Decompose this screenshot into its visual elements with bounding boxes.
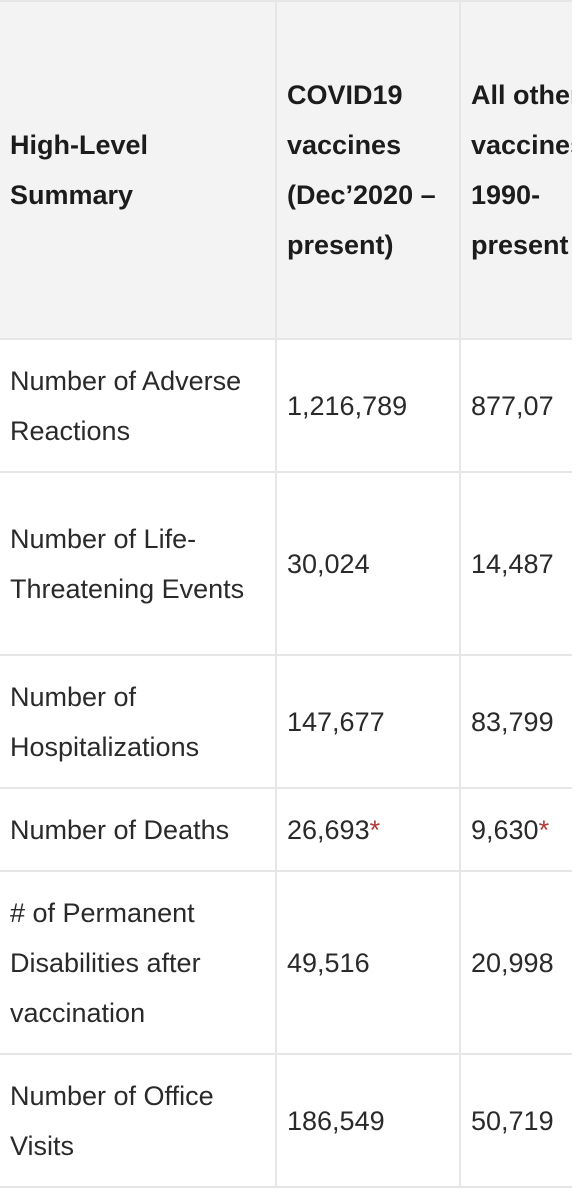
covid-value: 49,516 — [275, 870, 461, 1055]
other-value: 9,630* — [459, 787, 572, 872]
covid-value: 26,693* — [275, 787, 461, 872]
header-summary: High-Level Summary — [0, 0, 277, 340]
table-row: Number of Hospitalizations 147,677 83,79… — [0, 654, 572, 789]
covid-value: 1,216,789 — [275, 338, 461, 473]
footnote-asterisk: * — [369, 814, 381, 845]
covid-value: 30,024 — [275, 471, 461, 656]
row-label: Number of Adverse Reactions — [0, 338, 277, 473]
other-value: 877,07 — [459, 338, 572, 473]
table-row: Number of Office Visits 186,549 50,719 — [0, 1053, 572, 1188]
table-row: Number of Life-Threatening Events 30,024… — [0, 471, 572, 656]
row-label: # of Permanent Disabilities after vaccin… — [0, 870, 277, 1055]
header-other-vaccines: All other vaccines 1990-present — [459, 0, 572, 340]
covid-value: 186,549 — [275, 1053, 461, 1188]
other-value: 83,799 — [459, 654, 572, 789]
row-label: Number of Life-Threatening Events — [0, 471, 277, 656]
row-label: Number of Deaths — [0, 787, 277, 872]
row-label: Number of Office Visits — [0, 1053, 277, 1188]
other-value: 20,998 — [459, 870, 572, 1055]
row-label: Number of Hospitalizations — [0, 654, 277, 789]
footnote-asterisk: * — [538, 814, 550, 845]
header-covid-vaccines: COVID19 vaccines (Dec’2020 – present) — [275, 0, 461, 340]
other-value: 14,487 — [459, 471, 572, 656]
covid-value: 147,677 — [275, 654, 461, 789]
table-row: Number of Deaths 26,693* 9,630* — [0, 787, 572, 872]
table-row: Number of Adverse Reactions 1,216,789 87… — [0, 338, 572, 473]
table-row: # of Permanent Disabilities after vaccin… — [0, 870, 572, 1055]
table-header-row: High-Level Summary COVID19 vaccines (Dec… — [0, 0, 572, 340]
other-value: 50,719 — [459, 1053, 572, 1188]
